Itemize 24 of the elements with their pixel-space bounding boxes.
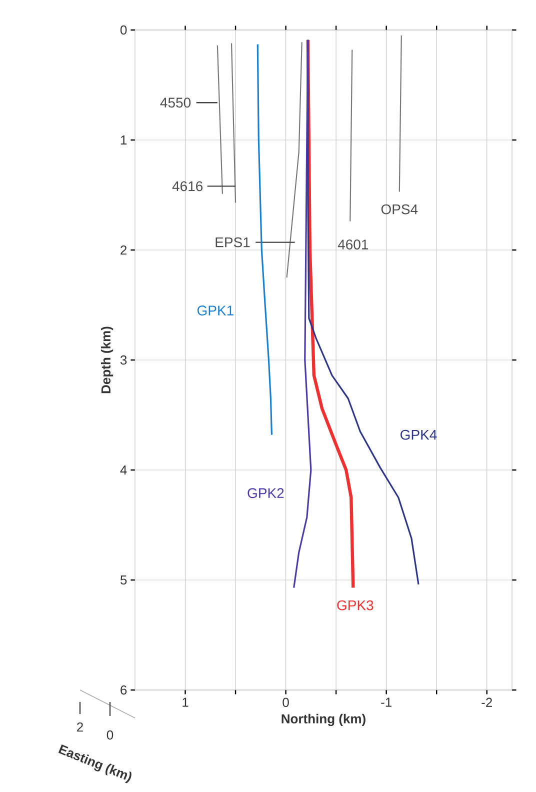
series-label: GPK3: [337, 600, 374, 610]
x-tick-label: -2: [482, 698, 492, 707]
text: 2: [77, 722, 83, 732]
y-tick-label: 4: [120, 466, 127, 474]
x-tick-label: 1: [182, 698, 188, 707]
y-tick-label: 2: [120, 245, 127, 255]
x-axis-title: Northing (km): [282, 714, 366, 726]
y-tick-label: 6: [120, 685, 127, 695]
y-tick-label: 5: [120, 575, 127, 585]
text: GPK1: [197, 306, 234, 316]
x-tick-label: -1: [381, 698, 392, 707]
text: GPK4: [400, 430, 437, 440]
y-tick-label: 3: [120, 355, 127, 365]
series-label: OPS4: [381, 204, 418, 214]
y-tick-label: 1: [120, 136, 127, 144]
text: 0: [106, 730, 114, 740]
y-axis-title: Depth (km): [100, 326, 114, 394]
y-tick-label: 0: [120, 25, 127, 35]
text: 4550: [160, 98, 191, 108]
x-tick-label: 0: [282, 698, 289, 708]
text: 4616: [172, 181, 203, 192]
series-label: 4601: [338, 240, 368, 250]
text: EPS1: [216, 237, 250, 248]
series-label: GPK2: [248, 488, 284, 498]
